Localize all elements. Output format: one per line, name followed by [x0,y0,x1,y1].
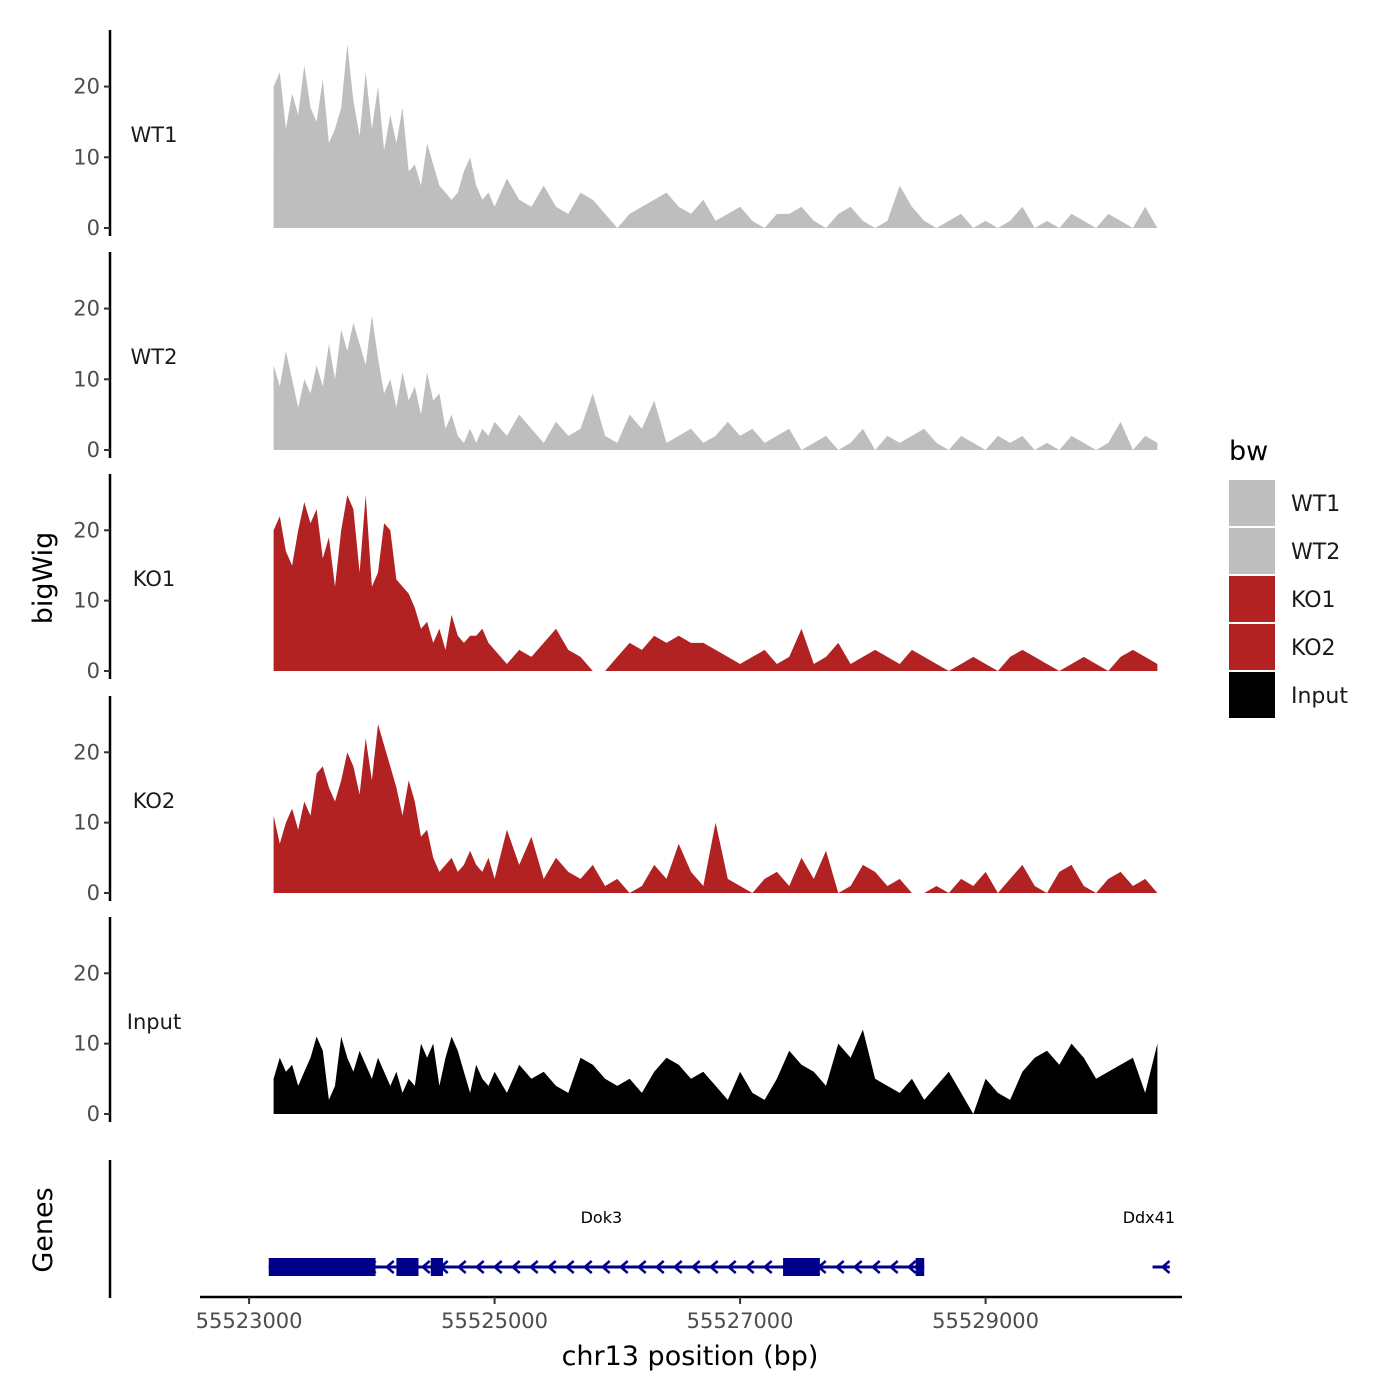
legend-label-ko1: KO1 [1291,588,1336,613]
legend-key-wt1 [1229,480,1275,526]
legend-label-ko2: KO2 [1291,636,1336,661]
legend-key-wt2 [1229,528,1275,574]
legend: bw WT1 WT2 KO1 KO2 Input [1229,436,1348,718]
strand-arrow [456,1260,467,1274]
strand-arrow [654,1260,665,1274]
signal-tracks: 0 10 20 WT1 0 10 20 WT2 0 10 20 KO1 0 10 20 KO2 0 10 20 Inp… [73,30,1158,1126]
track-label-ko2: KO2 [133,789,176,813]
strand-arrow [528,1260,539,1274]
track-input: 0 10 20 Input [73,917,1158,1126]
area-ko2 [273,724,1158,893]
legend-label-wt2: WT2 [1291,540,1340,565]
strand-arrow [492,1260,503,1274]
legend-key-ko2 [1229,624,1275,670]
legend-key-ko1 [1229,576,1275,622]
track-ko2: 0 10 20 KO2 [73,696,1158,905]
strand-arrow [384,1260,395,1274]
exon [430,1258,444,1276]
track-label-wt2: WT2 [131,345,178,369]
y-tick-label: 0 [87,881,100,905]
exon [915,1258,925,1276]
y-tick-label: 10 [73,145,100,169]
strand-arrow [546,1260,557,1274]
gene-dok3: Dok3 [268,1208,925,1276]
legend-key-input [1229,672,1275,718]
track-label-input: Input [127,1010,181,1034]
y-tick-label: 10 [73,589,100,613]
strand-arrow [600,1260,611,1274]
strand-arrow [564,1260,575,1274]
strand-arrow [474,1260,485,1274]
strand-arrow [906,1260,917,1274]
area-wt1 [273,44,1158,228]
strand-arrow [888,1260,899,1274]
strand-arrow [582,1260,593,1274]
y-tick-label: 0 [87,659,100,683]
x-axis: 55523000 55525000 55527000 55529000 [196,1295,1182,1333]
gene-label: Dok3 [581,1208,623,1227]
track-wt2: 0 10 20 WT2 [73,252,1158,462]
x-tick-label: 55529000 [932,1309,1039,1333]
x-tick-label: 55523000 [196,1309,303,1333]
strand-arrow [834,1260,845,1274]
legend-label-input: Input [1291,684,1348,709]
area-input [273,1029,1158,1114]
exon [396,1258,419,1276]
x-axis-title: chr13 position (bp) [562,1341,819,1372]
genes-panel-label: Genes [28,1187,59,1272]
strand-arrow [726,1260,737,1274]
legend-title: bw [1229,436,1268,467]
y-tick-label: 20 [73,75,100,99]
y-tick-label: 0 [87,1102,100,1126]
genes-panel: Dok3 Ddx41 [108,1160,1175,1298]
strand-arrow [1160,1260,1171,1274]
strand-arrow [852,1260,863,1274]
strand-arrow [870,1260,881,1274]
legend-label-wt1: WT1 [1291,492,1340,517]
x-tick-label: 55525000 [441,1309,548,1333]
strand-arrow [762,1260,773,1274]
y-tick-label: 20 [73,740,100,764]
y-tick-label: 20 [73,297,100,321]
y-tick-label: 0 [87,438,100,462]
y-tick-label: 10 [73,811,100,835]
strand-arrow [708,1260,719,1274]
track-label-ko1: KO1 [133,567,176,591]
x-tick-label: 55527000 [687,1309,794,1333]
strand-arrow [636,1260,647,1274]
track-label-wt1: WT1 [131,123,178,147]
strand-arrow [510,1260,521,1274]
area-wt2 [273,315,1158,450]
y-axis-title: bigWig [28,532,59,625]
gene-ddx41: Ddx41 [1123,1208,1175,1274]
exon [783,1258,820,1276]
strand-arrow [618,1260,629,1274]
y-tick-label: 10 [73,367,100,391]
exon [268,1258,376,1276]
track-wt1: 0 10 20 WT1 [73,30,1158,240]
strand-arrow [744,1260,755,1274]
strand-arrow [672,1260,683,1274]
gene-label: Ddx41 [1123,1208,1175,1227]
y-tick-label: 10 [73,1032,100,1056]
strand-arrow [690,1260,701,1274]
y-tick-label: 0 [87,216,100,240]
y-tick-label: 20 [73,518,100,542]
area-ko1 [273,495,1158,671]
track-ko1: 0 10 20 KO1 [73,474,1158,683]
strand-arrow [420,1260,431,1274]
y-tick-label: 20 [73,961,100,985]
